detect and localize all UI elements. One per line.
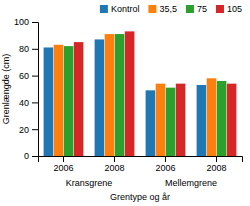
plot-area: 0 20 40 60 80 100 2006 2008 2006 2008 Kransgrene Me… (1, 17, 243, 202)
annotation: Mellemgrene (165, 178, 217, 188)
tick-mark (114, 156, 115, 162)
tick-mark (165, 156, 166, 162)
bar (95, 39, 105, 156)
bar (44, 47, 54, 156)
legend-item: 35,5 (148, 4, 177, 14)
bar (125, 31, 135, 156)
tick-label: 2006 (53, 163, 73, 173)
tick-label: 20 (19, 125, 29, 135)
bar (227, 84, 237, 156)
bars (44, 31, 237, 156)
bar (74, 42, 84, 156)
legend: Kontrol 35,5 75 105 (100, 4, 242, 14)
legend-label: 75 (197, 4, 207, 14)
bar (54, 45, 64, 156)
annotation: Kransgrene (66, 178, 113, 188)
tick: 80 (19, 44, 38, 54)
tick: 0 (24, 151, 38, 161)
tick: 20 (19, 125, 38, 135)
tick: 2008 (104, 156, 124, 173)
legend-item: 105 (216, 4, 242, 14)
tick-mark (32, 49, 38, 50)
tick: 60 (19, 71, 38, 81)
x-axis-title: Grentype og år (110, 192, 170, 202)
bar (217, 81, 227, 156)
bar (197, 85, 207, 156)
axis-line (32, 23, 39, 157)
legend-label: 105 (227, 4, 242, 14)
legend-label: Kontrol (111, 4, 140, 14)
bar (105, 34, 115, 156)
x-axis: 2006 2008 2006 2008 (39, 156, 243, 173)
bar (166, 88, 176, 156)
bar (115, 34, 125, 156)
tick-label: 40 (19, 98, 29, 108)
tick-label: 2008 (206, 163, 226, 173)
bar (176, 84, 186, 156)
tick: 100 (14, 17, 38, 27)
legend-swatch (216, 5, 224, 13)
tick-label: 0 (24, 151, 29, 161)
tick-label: 80 (19, 44, 29, 54)
bar (207, 78, 217, 156)
tick-label: 2006 (155, 163, 175, 173)
axis-line (39, 157, 243, 163)
y-axis: 0 20 40 60 80 100 (14, 17, 39, 161)
tick: 2008 (206, 156, 226, 173)
tick-label: 2008 (104, 163, 124, 173)
tick-mark (32, 22, 38, 23)
tick-mark (32, 129, 38, 130)
tick-mark (216, 156, 217, 162)
tick-label: 100 (14, 17, 29, 27)
chart: 0 20 40 60 80 100 2006 2008 2006 2008 Kransgrene Me… (0, 0, 250, 206)
tick: 2006 (155, 156, 175, 173)
legend-item: 75 (186, 4, 207, 14)
tick-mark (63, 156, 64, 162)
tick-mark (32, 102, 38, 103)
tick-mark (32, 76, 38, 77)
tick: 40 (19, 98, 38, 108)
bar (146, 90, 156, 156)
y-axis-title: Grenlængde (cm) (1, 54, 11, 125)
tick-label: 60 (19, 71, 29, 81)
legend-label: 35,5 (159, 4, 177, 14)
legend-item: Kontrol (100, 4, 140, 14)
tick-mark (32, 156, 38, 157)
legend-swatch (148, 5, 156, 13)
legend-swatch (186, 5, 194, 13)
bar (156, 84, 166, 156)
legend-swatch (100, 5, 108, 13)
tick: 2006 (53, 156, 73, 173)
bar (64, 46, 74, 156)
